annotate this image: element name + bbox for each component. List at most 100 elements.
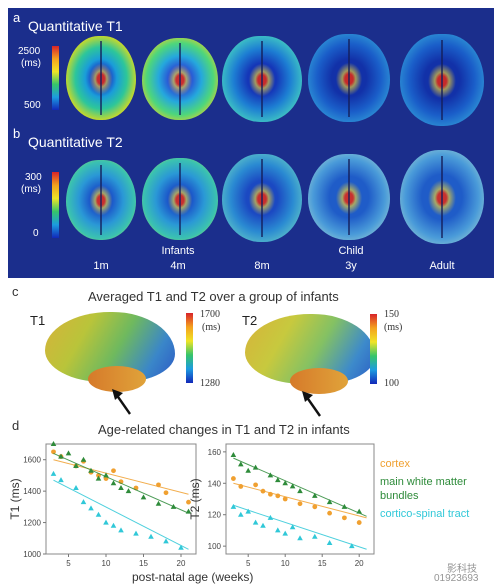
t1-scatter-plot: 1000 1200 1400 1600 5 10 15 20 T1 (ms) (8, 441, 197, 568)
data-point (260, 488, 266, 494)
t1-map-4m (142, 38, 218, 120)
data-point (118, 485, 124, 490)
data-point (275, 527, 281, 533)
data-point (356, 508, 362, 514)
x-tick-label: 15 (318, 559, 327, 568)
age-label-1m: 1m (93, 260, 109, 272)
data-point (268, 491, 273, 497)
data-point (356, 520, 362, 525)
data-point (327, 510, 332, 516)
data-point (289, 524, 296, 530)
age-label-8m: 8m (254, 260, 270, 272)
t2-surface-colorbar (370, 314, 377, 384)
data-point (252, 519, 259, 525)
data-point (231, 476, 236, 481)
trend-line (233, 504, 367, 550)
data-point (88, 505, 94, 511)
t2-colorbar-min: 0 (33, 228, 39, 239)
age-label-adult: Adult (429, 260, 455, 272)
y-axis-label: T2 (ms) (190, 478, 202, 519)
data-point (65, 450, 72, 456)
x-tick-label: 15 (139, 559, 148, 568)
data-point (95, 511, 102, 517)
data-point (297, 488, 303, 494)
data-point (289, 483, 296, 489)
data-point (341, 503, 348, 509)
group-label-infants: Infants (161, 245, 195, 257)
panel-a-letter: a (13, 10, 21, 25)
t1-colorbar (52, 46, 59, 110)
data-point (230, 503, 237, 509)
data-point (80, 499, 87, 505)
plot-frame (225, 443, 375, 555)
t1-map-adult (400, 34, 484, 126)
trend-line (53, 479, 189, 550)
data-point (163, 490, 169, 496)
t2-colorbar-max: 300 (25, 172, 42, 183)
t1-surface-unit: (ms) (202, 322, 221, 333)
panel-a-title: Quantitative T1 (28, 18, 123, 34)
surface-t1-label: T1 (30, 313, 46, 328)
data-point (125, 488, 132, 494)
data-point (156, 482, 161, 488)
t1-surface-colorbar (186, 313, 193, 383)
age-label-3y: 3y (345, 260, 357, 272)
x-tick-label: 20 (177, 559, 186, 568)
data-point (186, 499, 191, 505)
data-point (260, 522, 266, 528)
data-point (253, 482, 258, 488)
surface-t2-label: T2 (242, 313, 258, 328)
data-point (95, 475, 102, 481)
t2-map-8m (222, 154, 302, 242)
data-point (163, 538, 169, 544)
t1-surface-min: 1280 (200, 378, 220, 389)
t1-colorbar-min: 500 (24, 100, 41, 111)
data-point (50, 470, 57, 476)
t1-map-3y (308, 34, 390, 122)
t2-colorbar-unit: (ms) (21, 184, 41, 195)
data-point (312, 492, 318, 498)
t1-arrow-icon (112, 389, 131, 415)
t2-map-4m (142, 158, 218, 240)
data-point (133, 530, 139, 536)
panel-c-letter: c (12, 284, 19, 299)
t2-scatter-plot: 100 120 140 160 5 10 15 20 T2 (ms) (190, 443, 375, 568)
data-point (245, 467, 251, 473)
mri-maps-panel: a Quantitative T1 2500 (ms) 500 b Quanti… (8, 8, 494, 278)
t2-map-1m (66, 160, 136, 240)
data-point (267, 472, 274, 478)
t2-temporal-lobe (290, 368, 348, 394)
plot-frame (45, 443, 197, 555)
panel-b-letter: b (13, 126, 21, 141)
data-point (51, 449, 56, 455)
data-point (342, 515, 347, 521)
data-point (155, 500, 162, 506)
data-point (297, 535, 303, 541)
y-axis-label: T1 (ms) (8, 478, 22, 519)
y-tick-label: 1200 (23, 519, 41, 528)
y-tick-label: 1000 (23, 550, 41, 559)
t2-map-adult (400, 150, 484, 244)
x-tick-label: 20 (355, 559, 364, 568)
panel-d-xlabel: post-natal age (weeks) (132, 570, 254, 584)
data-point (252, 464, 259, 470)
data-point (111, 468, 116, 474)
y-tick-label: 1600 (23, 456, 41, 465)
panel-b-title: Quantitative T2 (28, 134, 123, 150)
data-point (88, 467, 94, 473)
data-point (282, 530, 288, 536)
trend-line (233, 482, 367, 519)
data-point (178, 544, 184, 550)
data-point (238, 461, 244, 467)
data-point (118, 527, 124, 533)
data-point (170, 503, 177, 509)
data-point (103, 519, 109, 525)
t2-map-3y (308, 154, 390, 240)
data-point (73, 485, 79, 490)
data-point (312, 533, 318, 539)
watermark-text: 影科技 (447, 564, 477, 575)
data-point (73, 463, 79, 468)
y-tick-label: 120 (208, 511, 222, 520)
data-point (275, 493, 281, 499)
data-point (275, 477, 281, 483)
